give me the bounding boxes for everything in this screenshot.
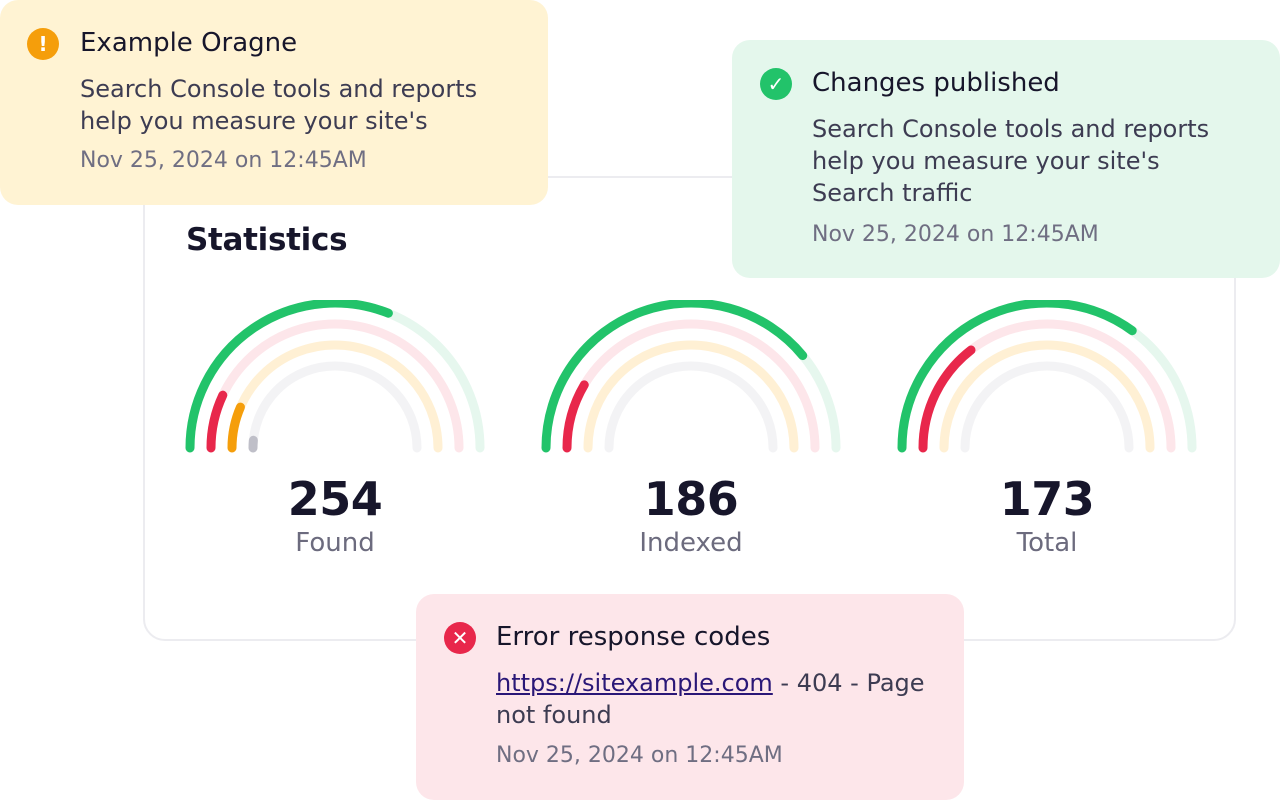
close-icon[interactable]: ✕ [444, 622, 476, 654]
gauge-total-chart-arc-secondary [918, 345, 976, 453]
gauge-indexed-chart [541, 300, 841, 453]
success-toast-body: Search Console tools and reports help yo… [812, 115, 1210, 207]
gauge-total-chart [897, 300, 1197, 453]
gauge-indexed-chart-arc-secondary [562, 380, 589, 453]
exclamation-icon: ! [27, 28, 59, 60]
gauge-indexed-chart-arc-primary [541, 300, 808, 453]
gauge-found-chart-track-tertiary [227, 340, 443, 453]
gauge-found-value: 254 [287, 472, 383, 526]
gauge-indexed-value: 186 [643, 472, 739, 526]
gauge-found-label: Found [295, 528, 375, 558]
statistics-title: Statistics [186, 222, 348, 258]
gauge-total-value: 173 [999, 472, 1095, 526]
warning-toast[interactable]: ! Example Oragne Search Console tools an… [0, 0, 548, 205]
error-toast-link[interactable]: https://sitexample.com [496, 669, 773, 697]
success-toast-title: Changes published [812, 68, 1060, 98]
gauge-total-chart-arc-primary [897, 300, 1137, 453]
gauge-found-chart-track-quaternary [248, 361, 422, 453]
error-toast-body: https://sitexample.com - 404 - Page not … [496, 667, 941, 731]
gauge-found-chart-arc-secondary [206, 390, 228, 453]
warning-toast-body: Search Console tools and reports help yo… [80, 75, 478, 135]
warning-toast-time: Nov 25, 2024 on 12:45AM [80, 148, 367, 173]
gauge-indexed-label: Indexed [639, 528, 743, 558]
gauge-total-chart-track-quaternary [960, 361, 1134, 453]
success-toast[interactable]: ✓ Changes published Search Console tools… [732, 40, 1280, 278]
gauge-indexed-chart-track-tertiary [583, 340, 799, 453]
gauge-total-label: Total [1016, 528, 1078, 558]
gauge-found-chart-arc-tertiary [227, 402, 245, 453]
check-icon: ✓ [760, 68, 792, 100]
gauge-indexed-chart-track-quaternary [604, 361, 778, 453]
error-toast-title: Error response codes [496, 622, 771, 652]
warning-toast-title: Example Oragne [80, 28, 298, 58]
gauge-indexed: 186 Indexed [539, 300, 843, 558]
gauge-found-chart [185, 300, 485, 453]
gauge-total-chart-track-tertiary [939, 340, 1155, 453]
success-toast-time: Nov 25, 2024 on 12:45AM [812, 222, 1099, 247]
gauge-found: 254 Found [183, 300, 487, 558]
error-toast-time: Nov 25, 2024 on 12:45AM [496, 743, 783, 768]
error-toast[interactable]: ✕ Error response codes https://sitexampl… [416, 594, 964, 800]
gauge-total: 173 Total [895, 300, 1199, 558]
error-toast-body-suffix: - 404 - Page not found [496, 669, 925, 729]
gauge-found-chart-arc-primary [185, 300, 393, 453]
